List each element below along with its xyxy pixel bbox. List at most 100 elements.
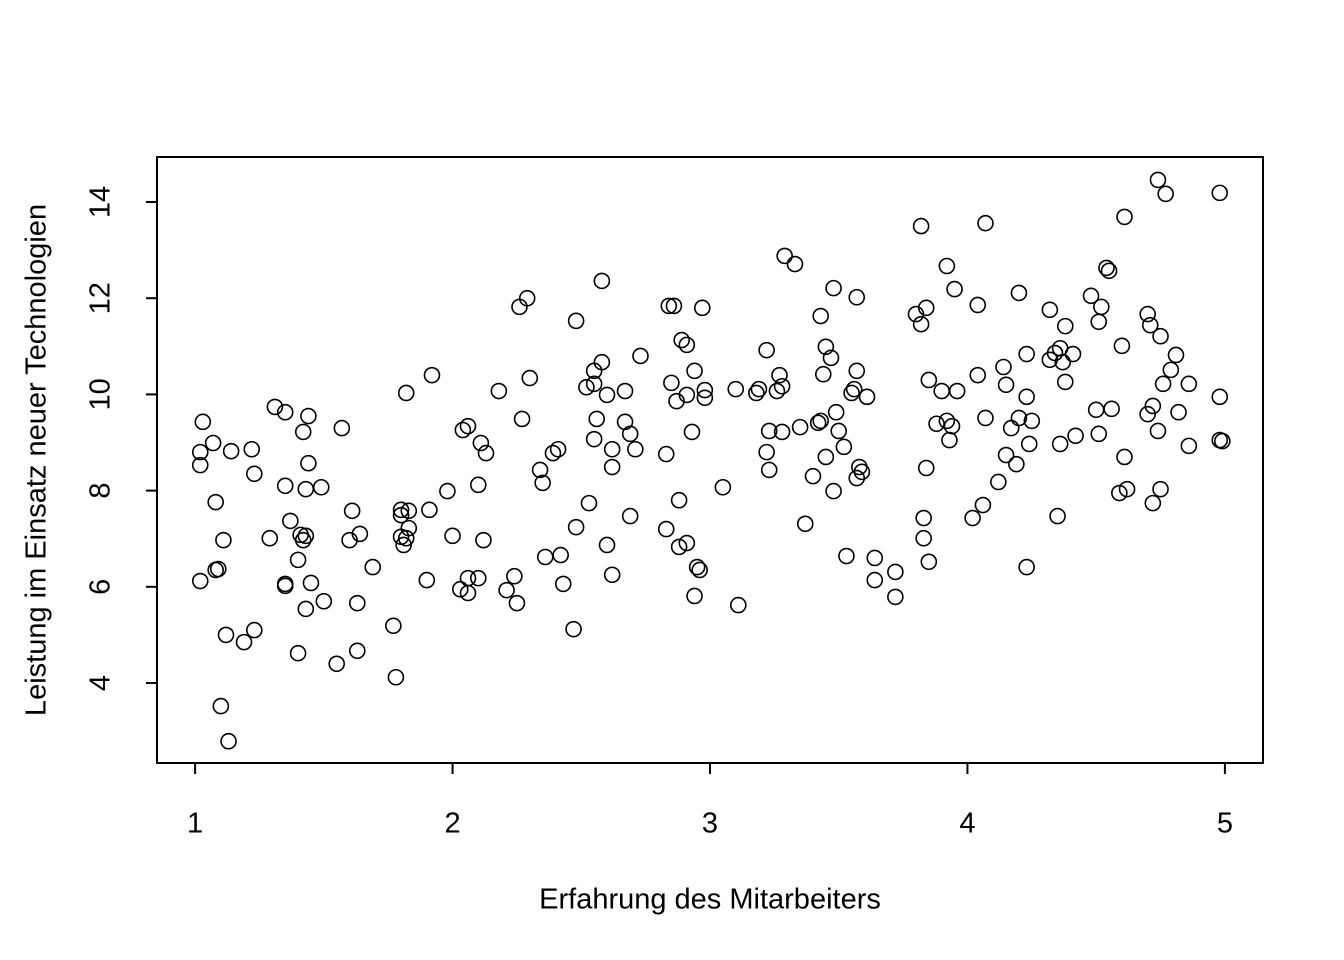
point: [817, 448, 835, 466]
point: [997, 446, 1015, 464]
point: [276, 477, 294, 495]
point: [1180, 437, 1198, 455]
point: [451, 580, 469, 598]
point: [276, 577, 294, 595]
point: [853, 463, 871, 481]
point: [835, 438, 853, 456]
point: [1113, 337, 1131, 355]
point: [421, 501, 438, 519]
y-axis-label: Leistung im Einsatz neuer Technologien: [21, 204, 53, 716]
point: [1010, 409, 1028, 427]
point: [351, 525, 369, 543]
point: [663, 374, 680, 392]
point: [392, 506, 410, 524]
point: [191, 443, 209, 461]
point: [518, 289, 536, 307]
point: [1103, 400, 1120, 418]
point: [848, 362, 866, 380]
point: [1020, 435, 1038, 453]
point: [657, 520, 675, 538]
point: [938, 257, 956, 275]
point: [678, 534, 696, 552]
point: [866, 549, 884, 567]
point: [297, 600, 315, 618]
point: [627, 440, 644, 458]
point: [1144, 397, 1162, 415]
point: [917, 299, 935, 317]
point: [521, 369, 539, 387]
point: [796, 515, 814, 533]
point: [565, 620, 582, 638]
point: [603, 458, 621, 476]
point: [603, 566, 621, 584]
point: [217, 626, 235, 644]
point: [549, 440, 567, 458]
point: [395, 536, 412, 554]
point: [1093, 298, 1110, 316]
point: [814, 365, 832, 383]
point: [1154, 375, 1172, 393]
point: [730, 596, 747, 614]
x-tick-label: 5: [1217, 808, 1233, 840]
y-tick-label: 12: [85, 282, 117, 314]
point: [1008, 455, 1025, 473]
point: [513, 410, 531, 428]
point: [511, 298, 528, 316]
point: [946, 280, 963, 298]
point: [385, 617, 402, 635]
point: [315, 592, 333, 610]
point: [727, 380, 745, 398]
point: [397, 529, 415, 547]
point: [328, 655, 345, 673]
point: [632, 347, 649, 365]
point: [825, 482, 842, 500]
point: [220, 732, 237, 750]
point: [1162, 361, 1180, 379]
point: [843, 384, 860, 402]
point: [1067, 427, 1084, 445]
point: [822, 349, 840, 367]
point: [544, 444, 562, 462]
point: [1167, 346, 1185, 364]
point: [804, 467, 822, 485]
point: [598, 386, 616, 404]
point: [1023, 412, 1041, 430]
point: [423, 366, 441, 384]
point: [941, 431, 958, 449]
point: [191, 456, 209, 474]
point: [469, 569, 487, 587]
point: [1082, 287, 1100, 305]
point: [665, 297, 683, 315]
point: [1152, 327, 1169, 345]
point: [1139, 405, 1156, 423]
point: [773, 423, 791, 441]
point: [969, 366, 987, 384]
point: [300, 407, 317, 425]
point: [1018, 388, 1035, 406]
point: [1041, 301, 1059, 319]
point: [397, 384, 415, 402]
point: [1090, 313, 1108, 331]
point: [1144, 494, 1162, 512]
point: [585, 375, 603, 393]
point: [920, 371, 938, 389]
point: [773, 377, 791, 395]
point: [1214, 432, 1231, 450]
point: [964, 509, 981, 527]
point: [469, 476, 487, 494]
point: [621, 425, 639, 443]
point: [933, 382, 951, 400]
point: [567, 312, 585, 330]
point: [1090, 425, 1108, 443]
point: [459, 569, 477, 587]
point: [858, 388, 876, 406]
point: [977, 214, 994, 232]
point: [194, 413, 212, 431]
point: [1211, 388, 1229, 406]
point: [1116, 208, 1133, 226]
point: [683, 423, 701, 441]
point: [1152, 480, 1169, 498]
point: [848, 469, 866, 487]
point: [977, 409, 994, 427]
point: [508, 594, 526, 612]
